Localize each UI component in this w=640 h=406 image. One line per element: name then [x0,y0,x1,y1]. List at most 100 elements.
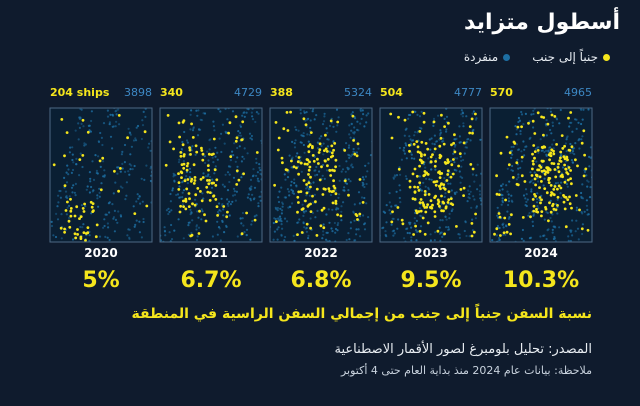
map-panel-border [49,107,153,243]
single-ship-point [356,120,359,123]
single-ship-point [302,135,305,138]
side-by-side-ship-point [424,210,428,214]
single-ship-point [433,239,436,242]
single-ship-point [570,159,574,162]
side-by-side-ship-point [536,149,540,152]
single-ship-point [259,195,262,198]
side-by-side-ship-point [441,200,445,204]
single-ship-point [530,190,533,193]
single-ship-point [178,185,181,188]
single-ship-point [348,154,351,157]
side-by-side-ship-point [212,194,215,198]
side-by-side-ship-point [440,194,443,198]
single-ship-point [216,151,219,154]
single-ship-point [78,126,81,129]
single-ship-point [300,134,303,137]
side-by-side-ship-point [204,219,208,223]
single-ship-point [344,170,347,173]
single-ship-point [569,239,572,242]
single-ship-point [601,139,603,141]
side-by-side-ship-point [84,232,88,235]
side-by-side-ship-point [245,211,249,215]
single-ship-point [280,223,283,226]
side-by-side-ship-point [433,210,437,214]
single-ship-point [322,153,325,156]
single-ship-point [281,205,284,208]
single-ship-point [302,214,305,217]
single-ship-point [403,152,406,155]
single-ship-point [565,138,568,141]
single-ship-point [191,145,194,148]
side-by-side-ship-point [569,177,572,180]
side-by-side-ship-point [320,165,323,169]
side-by-side-ship-point [317,151,321,154]
single-ship-point [195,109,198,112]
single-ship-point [349,221,352,224]
side-by-side-ship-point [569,169,572,172]
single-ship-point [208,139,211,142]
single-ship-point [375,175,377,177]
share-label: 10.3% [503,268,579,293]
single-ship-point [418,184,422,187]
side-by-side-ship-point [193,179,197,182]
single-ship-point [452,152,455,155]
side-by-side-ship-point [319,224,323,228]
side-by-side-ship-point [570,145,574,149]
single-ship-point [525,200,528,203]
side-by-side-ship-point [356,142,360,146]
single-ship-point [545,149,548,152]
side-by-side-ship-point [304,199,307,203]
side-by-side-ship-point [199,190,202,193]
single-ship-point [241,211,244,215]
side-by-side-ship-point [182,205,186,208]
single-ship-point [551,143,554,146]
single-ship-point [496,206,499,209]
side-by-side-ship-point [411,172,415,176]
side-by-side-ship-point [443,125,446,128]
single-ship-point [171,187,174,190]
single-ship-point [518,119,521,122]
single-ship-point [74,182,77,185]
single-ship-point [607,126,609,128]
side-by-side-ship-point [531,152,534,156]
single-ship-point [291,202,294,205]
single-ship-point [586,213,589,216]
single-ship-point [374,146,376,148]
single-ship-point [347,167,350,170]
single-ship-point [444,192,447,195]
single-ship-point [565,150,568,153]
single-ship-point [224,173,227,176]
side-by-side-ship-point [495,192,499,196]
single-ship-point [327,208,330,211]
single-ship-point [129,132,132,135]
single-ship-point [57,194,60,197]
side-by-side-ship-point [446,169,450,173]
single-ship-point [239,134,243,137]
single-ship-point [281,227,284,230]
single-ship-point [307,234,310,237]
single-ship-point [419,225,423,228]
side-by-side-count-label: 504 [380,86,403,99]
single-ship-point [453,191,456,194]
side-by-side-ship-point [426,147,430,151]
single-ship-point [465,115,468,118]
side-by-side-ship-point [434,183,438,187]
single-ship-point [255,157,258,160]
single-ship-point [284,235,287,239]
single-ship-point [328,221,331,224]
single-ship-point [72,161,75,164]
single-ship-point [199,118,202,121]
single-ship-point [84,143,87,146]
single-ship-point [98,191,101,194]
single-ship-point [558,226,561,229]
side-by-side-ship-point [178,210,182,214]
single-ship-point [409,142,412,145]
single-ship-point [571,150,575,153]
side-by-side-ship-point [198,209,201,213]
single-ship-point [571,161,575,164]
single-ship-point [142,220,145,224]
single-ship-point [249,178,253,181]
side-by-side-ship-point [194,193,198,197]
